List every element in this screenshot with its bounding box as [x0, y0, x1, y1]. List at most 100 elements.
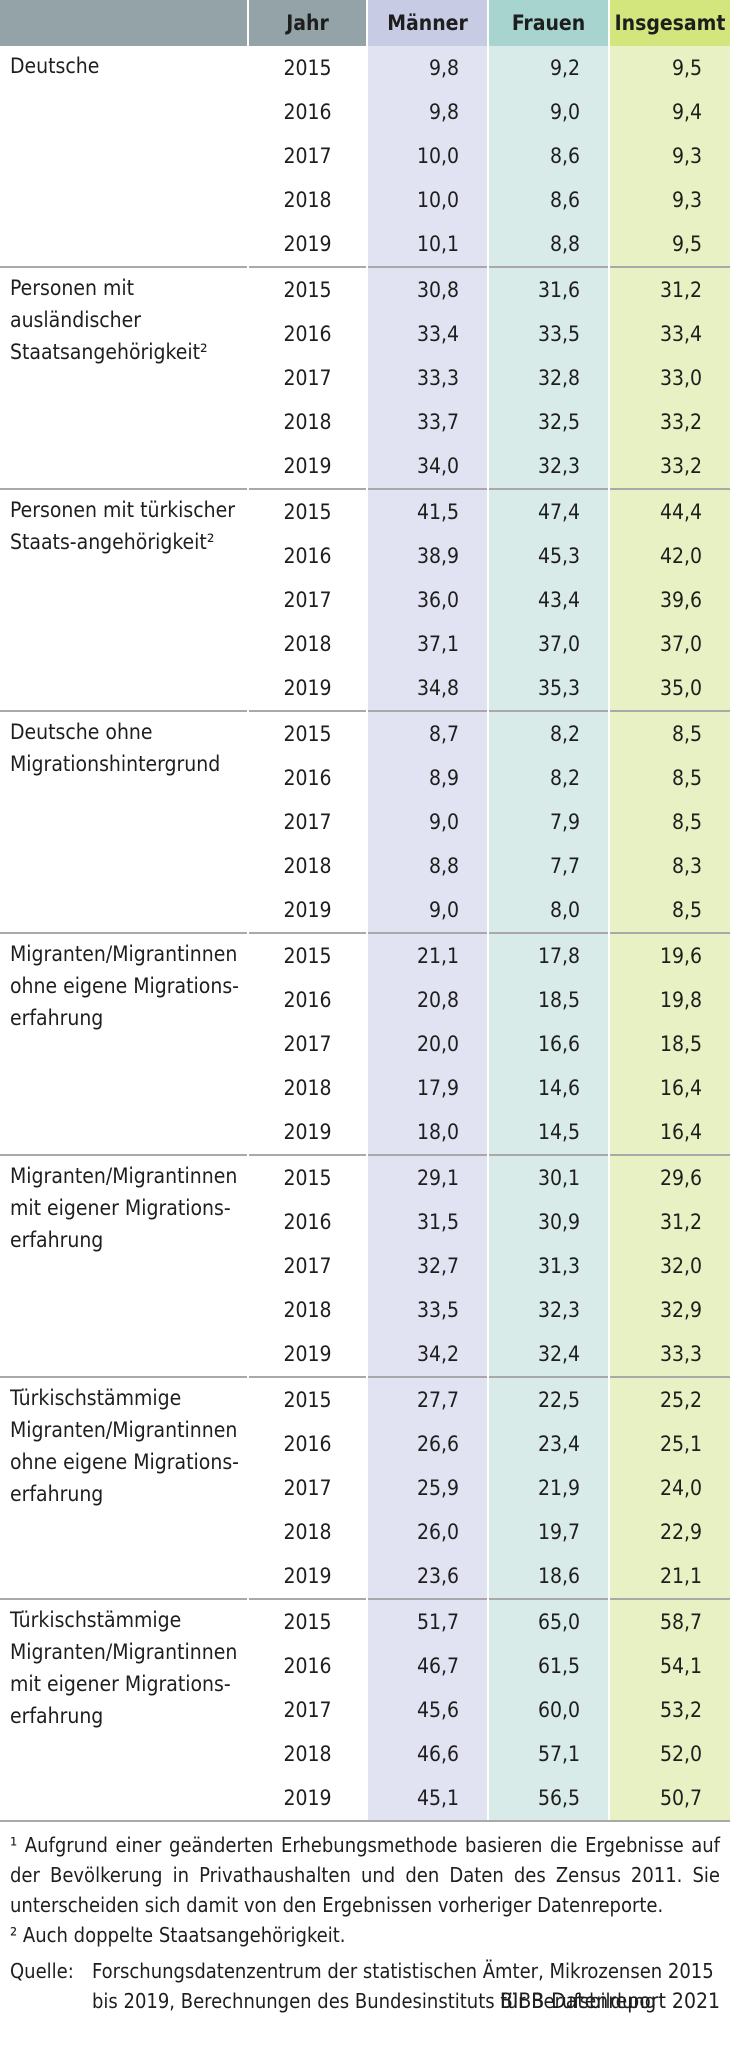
maenner-cell: 32,7	[367, 1244, 489, 1288]
insgesamt-cell: 58,7	[609, 1598, 730, 1644]
insgesamt-cell: 8,5	[609, 710, 730, 756]
frauen-cell: 32,3	[488, 1288, 610, 1332]
year-cell: 2016	[248, 978, 368, 1022]
frauen-cell: 47,4	[488, 488, 610, 534]
data-table: Jahr Männer Frauen Insgesamt Deutsche 201…	[0, 0, 730, 1820]
year-cell: 2015	[248, 932, 368, 978]
insgesamt-cell: 31,2	[609, 266, 730, 312]
table-row: 2017 33,3 32,8 33,0	[0, 356, 730, 400]
source-label: Quelle:	[10, 1959, 74, 1983]
frauen-cell: 7,7	[488, 844, 610, 888]
table-row: 2018 26,0 19,7 22,9	[0, 1510, 730, 1554]
insgesamt-cell: 9,5	[609, 46, 730, 90]
frauen-cell: 23,4	[488, 1422, 610, 1466]
table-row: Personen mit ausländischer Staatsangehör…	[0, 266, 730, 489]
frauen-cell: 33,5	[488, 312, 610, 356]
insgesamt-cell: 52,0	[609, 1732, 730, 1776]
maenner-cell: 30,8	[367, 266, 489, 312]
insgesamt-cell: 8,3	[609, 844, 730, 888]
frauen-cell: 19,7	[488, 1510, 610, 1554]
frauen-cell: 18,5	[488, 978, 610, 1022]
table-row: 2019 45,1 56,5 50,7	[0, 1776, 730, 1820]
maenner-cell: 9,0	[367, 800, 489, 844]
year-cell: 2019	[248, 1554, 368, 1599]
insgesamt-cell: 19,6	[609, 932, 730, 978]
maenner-cell: 41,5	[367, 488, 489, 534]
insgesamt-cell: 35,0	[609, 666, 730, 711]
year-cell: 2019	[248, 444, 368, 489]
maenner-cell: 9,8	[367, 90, 489, 134]
header-insgesamt: Insgesamt	[609, 0, 730, 46]
frauen-cell: 37,0	[488, 622, 610, 666]
year-cell: 2015	[248, 710, 368, 756]
frauen-cell: 8,8	[488, 222, 610, 267]
insgesamt-cell: 33,3	[609, 1332, 730, 1377]
insgesamt-cell: 8,5	[609, 800, 730, 844]
maenner-cell: 51,7	[367, 1598, 489, 1644]
frauen-cell: 32,4	[488, 1332, 610, 1377]
frauen-cell: 14,6	[488, 1066, 610, 1110]
frauen-cell: 8,2	[488, 756, 610, 800]
maenner-cell: 8,7	[367, 710, 489, 756]
header-label-cell	[0, 0, 249, 46]
table-row: 2016 20,8 18,5 19,8	[0, 978, 730, 1022]
insgesamt-cell: 39,6	[609, 578, 730, 622]
maenner-cell: 33,7	[367, 400, 489, 444]
insgesamt-cell: 33,2	[609, 400, 730, 444]
maenner-cell: 27,7	[367, 1376, 489, 1422]
maenner-cell: 9,0	[367, 888, 489, 933]
table-row: 2016 31,5 30,9 31,2	[0, 1200, 730, 1244]
maenner-cell: 33,5	[367, 1288, 489, 1332]
frauen-cell: 9,2	[488, 46, 610, 90]
insgesamt-cell: 18,5	[609, 1022, 730, 1066]
table-row: 2016 8,9 8,2 8,5	[0, 756, 730, 800]
header-maenner: Männer	[367, 0, 489, 46]
group-label: Migranten/Migrantinnen mit eigener Migra…	[0, 1154, 249, 1377]
maenner-cell: 45,1	[367, 1776, 489, 1820]
table-row: 2017 32,7 31,3 32,0	[0, 1244, 730, 1288]
year-cell: 2018	[248, 1288, 368, 1332]
maenner-cell: 33,4	[367, 312, 489, 356]
year-cell: 2019	[248, 222, 368, 267]
footnote-1: ¹ Aufgrund einer geänderten Erhebungsmet…	[10, 1833, 720, 1917]
credit: BIBB-Datenreport 2021	[499, 1989, 720, 2013]
insgesamt-cell: 25,2	[609, 1376, 730, 1422]
year-cell: 2019	[248, 1332, 368, 1377]
year-cell: 2016	[248, 90, 368, 134]
table-row: 2017 25,9 21,9 24,0	[0, 1466, 730, 1510]
group-label: Migranten/Migrantinnen ohne eigene Migra…	[0, 932, 249, 1155]
frauen-cell: 9,0	[488, 90, 610, 134]
maenner-cell: 36,0	[367, 578, 489, 622]
frauen-cell: 31,3	[488, 1244, 610, 1288]
table-row: 2016 9,8 9,0 9,4	[0, 90, 730, 134]
table-row: 2016 38,9 45,3 42,0	[0, 534, 730, 578]
frauen-cell: 35,3	[488, 666, 610, 711]
header-year: Jahr	[248, 0, 368, 46]
table-body: Deutsche 2015 9,8 9,2 9,5 2016 9,8 9,0 9,4 2017 10…	[0, 46, 730, 1820]
maenner-cell: 33,3	[367, 356, 489, 400]
maenner-cell: 34,2	[367, 1332, 489, 1377]
header-frauen: Frauen	[488, 0, 610, 46]
frauen-cell: 32,8	[488, 356, 610, 400]
insgesamt-cell: 9,5	[609, 222, 730, 267]
year-cell: 2016	[248, 756, 368, 800]
table-row: Personen mit türkischer Staats-angehörig…	[0, 488, 730, 711]
maenner-cell: 8,9	[367, 756, 489, 800]
frauen-cell: 65,0	[488, 1598, 610, 1644]
insgesamt-cell: 9,3	[609, 134, 730, 178]
table-row: 2019 23,6 18,6 21,1	[0, 1554, 730, 1599]
insgesamt-cell: 31,2	[609, 1200, 730, 1244]
year-cell: 2017	[248, 1466, 368, 1510]
table-row: 2018 33,5 32,3 32,9	[0, 1288, 730, 1332]
insgesamt-cell: 19,8	[609, 978, 730, 1022]
table-row: 2017 20,0 16,6 18,5	[0, 1022, 730, 1066]
table-row: Deutsche ohne Migrationshintergrund 2015 8…	[0, 710, 730, 933]
source: Quelle: Forschungsdatenzentrum der stati…	[10, 1956, 720, 2016]
frauen-cell: 30,1	[488, 1154, 610, 1200]
header-row: Jahr Männer Frauen Insgesamt	[0, 0, 730, 46]
year-cell: 2016	[248, 1422, 368, 1466]
frauen-cell: 30,9	[488, 1200, 610, 1244]
insgesamt-cell: 53,2	[609, 1688, 730, 1732]
frauen-cell: 8,0	[488, 888, 610, 933]
maenner-cell: 46,7	[367, 1644, 489, 1688]
